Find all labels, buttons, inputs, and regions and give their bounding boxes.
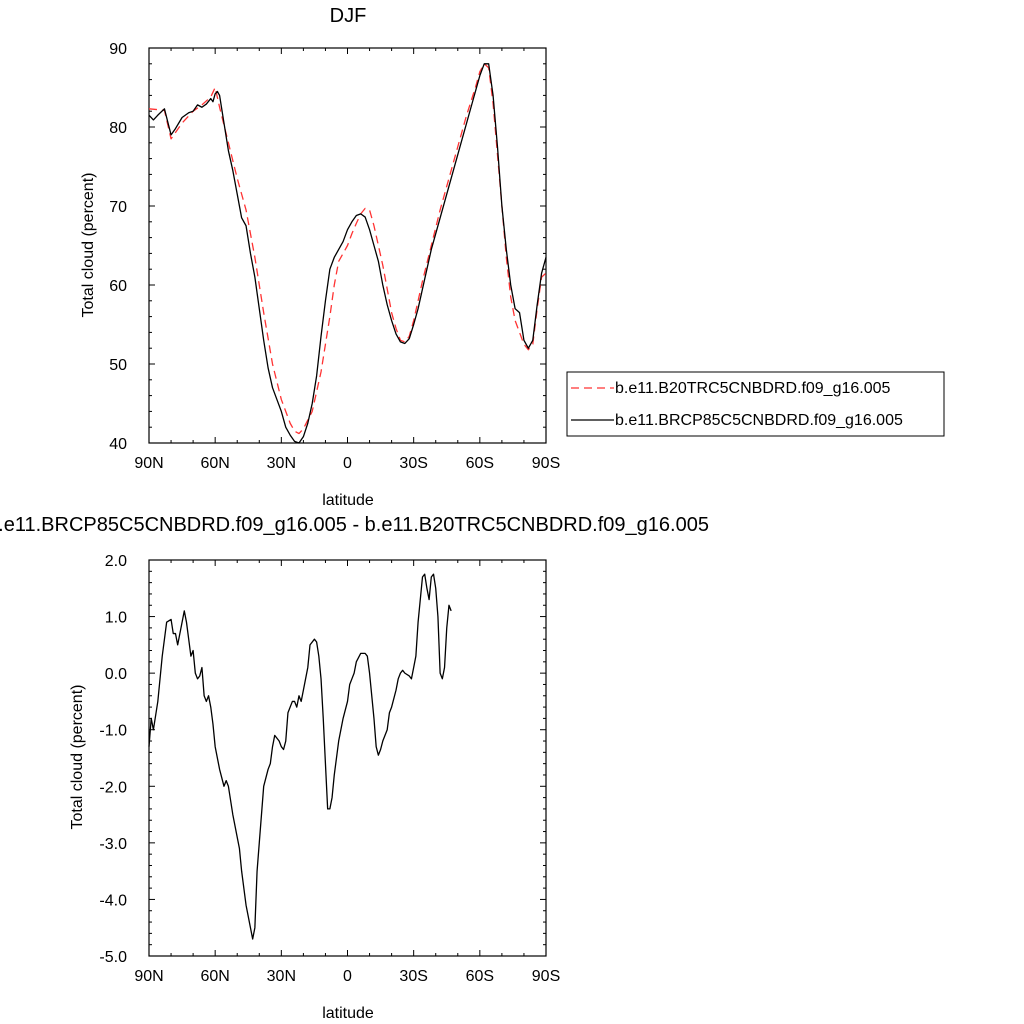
y-tick-label: -5.0 [99, 949, 127, 966]
bottom-chart-panel: b.e11.BRCP85C5CNBDRD.f09_g16.005 - b.e11… [0, 514, 709, 1022]
bottom-chart-title: b.e11.BRCP85C5CNBDRD.f09_g16.005 - b.e11… [0, 514, 709, 536]
top-chart-panel: DJF 90N 60N 30N 0 30S 60S 90S 40 50 60 70 80 90 lati… [80, 5, 560, 509]
x-tick-label: 90S [532, 968, 560, 985]
x-tick-label: 60N [200, 968, 229, 985]
y-tick-label: -1.0 [99, 723, 127, 740]
y-tick-label: 1.0 [105, 610, 127, 627]
series-line-1 [148, 573, 452, 940]
y-tick-label: 60 [109, 278, 127, 295]
x-tick-label: 30S [399, 455, 427, 472]
y-tick-label: 70 [109, 199, 127, 216]
y-tick-label: 50 [109, 357, 127, 374]
x-tick-label: 60S [466, 455, 494, 472]
bottom-chart-xlabel: latitude [322, 1005, 374, 1022]
x-tick-label: 90S [532, 455, 560, 472]
y-tick-label: 90 [109, 41, 127, 58]
legend-entry-series-1: b.e11.B20TRC5CNBDRD.f09_g16.005 [615, 380, 891, 397]
top-chart-title: DJF [330, 5, 367, 27]
top-chart-series [148, 63, 547, 444]
x-tick-label: 0 [343, 455, 352, 472]
top-chart-xlabel: latitude [322, 492, 374, 509]
legend: b.e11.B20TRC5CNBDRD.f09_g16.005 b.e11.BR… [566, 371, 945, 437]
top-chart-ticks: 90N 60N 30N 0 30S 60S 90S 40 50 60 70 80 90 [109, 41, 560, 472]
x-tick-label: 30N [267, 455, 296, 472]
y-tick-label: -3.0 [99, 836, 127, 853]
x-tick-label: 30S [399, 968, 427, 985]
legend-entry-series-2: b.e11.BRCP85C5CNBDRD.f09_g16.005 [615, 412, 903, 429]
top-chart-ylabel: Total cloud (percent) [80, 173, 97, 318]
bottom-chart-frame [148, 559, 547, 957]
x-tick-label: 90N [134, 968, 163, 985]
bottom-chart-ticks: 90N 60N 30N 0 30S 60S 90S -5.0 -4.0 -3.0 -2.0 -1.0 0… [99, 553, 560, 985]
legend-box [566, 371, 945, 437]
y-tick-label: 80 [109, 120, 127, 137]
y-tick-label: -4.0 [99, 892, 127, 909]
series-line-2 [148, 63, 547, 444]
x-tick-label: 0 [343, 968, 352, 985]
y-tick-label: 2.0 [105, 553, 127, 570]
y-tick-label: 0.0 [105, 666, 127, 683]
x-tick-label: 60N [200, 455, 229, 472]
x-tick-label: 60S [466, 968, 494, 985]
y-tick-label: 40 [109, 436, 127, 453]
series-line-1 [148, 63, 547, 435]
y-tick-label: -2.0 [99, 779, 127, 796]
x-tick-label: 30N [267, 968, 296, 985]
x-tick-label: 90N [134, 455, 163, 472]
bottom-chart-series [148, 573, 452, 940]
bottom-chart-ylabel: Total cloud (percent) [69, 685, 86, 830]
